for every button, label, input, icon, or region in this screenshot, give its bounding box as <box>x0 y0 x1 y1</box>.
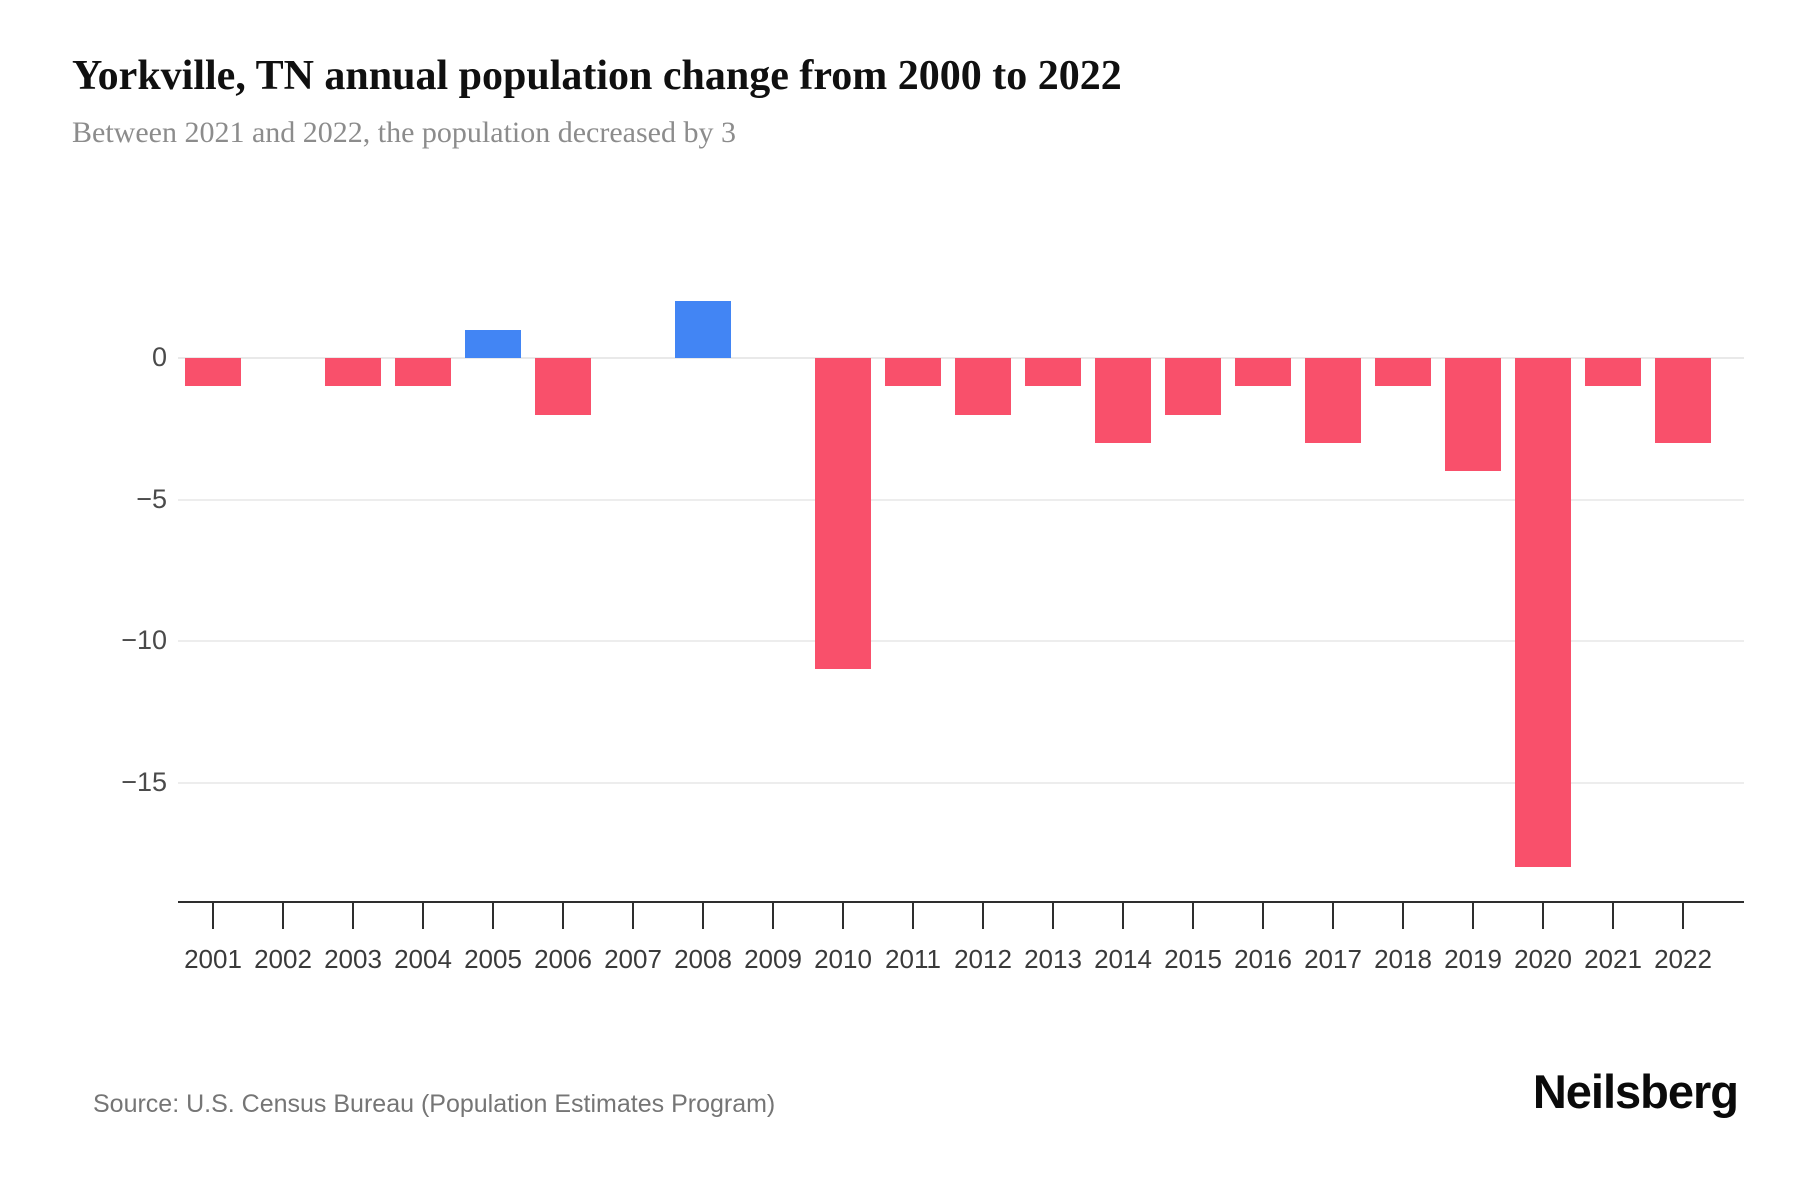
x-axis-label-2002: 2002 <box>254 944 312 974</box>
x-tick-2020 <box>1542 901 1544 929</box>
neilsberg-logo: Neilsberg <box>1532 1065 1739 1118</box>
x-axis-label-2021: 2021 <box>1584 944 1642 974</box>
x-axis-label-2001: 2001 <box>184 944 242 974</box>
y-axis-label-−15: −15 <box>121 766 167 797</box>
x-tick-2018 <box>1402 901 1404 929</box>
x-axis-label-2003: 2003 <box>324 944 382 974</box>
x-tick-2004 <box>422 901 424 929</box>
bar-2014[interactable] <box>1095 358 1151 443</box>
bar-2017[interactable] <box>1305 358 1361 443</box>
bar-2019[interactable] <box>1445 358 1501 472</box>
chart-title: Yorkville, TN annual population change f… <box>72 53 1122 99</box>
bar-2015[interactable] <box>1165 358 1221 415</box>
gridline-−10 <box>178 640 1744 642</box>
chart-subtitle: Between 2021 and 2022, the population de… <box>72 116 736 149</box>
y-axis-label-0: 0 <box>151 342 167 372</box>
x-axis-label-2019: 2019 <box>1444 944 1502 974</box>
x-tick-2011 <box>912 901 914 929</box>
bar-2008[interactable] <box>675 301 731 358</box>
x-axis-label-2016: 2016 <box>1234 944 1292 974</box>
x-axis-label-2012: 2012 <box>954 944 1012 974</box>
bar-2003[interactable] <box>325 358 381 387</box>
x-axis-label-2008: 2008 <box>674 944 732 974</box>
x-tick-2008 <box>702 901 704 929</box>
bar-2022[interactable] <box>1655 358 1711 443</box>
x-tick-2016 <box>1262 901 1264 929</box>
bar-2013[interactable] <box>1025 358 1081 387</box>
x-axis-label-2017: 2017 <box>1304 944 1362 974</box>
x-axis-label-2015: 2015 <box>1164 944 1222 974</box>
x-axis-label-2013: 2013 <box>1024 944 1082 974</box>
y-axis-label-−5: −5 <box>136 483 167 514</box>
bar-2021[interactable] <box>1585 358 1641 387</box>
bar-2012[interactable] <box>955 358 1011 415</box>
bar-2011[interactable] <box>885 358 941 387</box>
bar-2001[interactable] <box>185 358 241 387</box>
x-tick-2010 <box>842 901 844 929</box>
x-tick-2003 <box>352 901 354 929</box>
bar-2006[interactable] <box>535 358 591 415</box>
x-tick-2014 <box>1122 901 1124 929</box>
x-tick-2005 <box>492 901 494 929</box>
x-axis-label-2014: 2014 <box>1094 944 1152 974</box>
x-tick-2019 <box>1472 901 1474 929</box>
x-axis-label-2006: 2006 <box>534 944 592 974</box>
bar-2004[interactable] <box>395 358 451 387</box>
x-axis-label-2022: 2022 <box>1654 944 1712 974</box>
x-axis-label-2020: 2020 <box>1514 944 1572 974</box>
bar-2018[interactable] <box>1375 358 1431 387</box>
x-axis-label-2018: 2018 <box>1374 944 1432 974</box>
x-axis-label-2010: 2010 <box>814 944 872 974</box>
x-tick-2022 <box>1682 901 1684 929</box>
x-axis-line <box>178 901 1744 903</box>
x-tick-2002 <box>282 901 284 929</box>
x-axis-label-2007: 2007 <box>604 944 662 974</box>
x-axis-label-2009: 2009 <box>744 944 802 974</box>
x-tick-2009 <box>772 901 774 929</box>
x-tick-2015 <box>1192 901 1194 929</box>
bar-2020[interactable] <box>1515 358 1571 868</box>
x-tick-2017 <box>1332 901 1334 929</box>
x-tick-2007 <box>632 901 634 929</box>
source-note: Source: U.S. Census Bureau (Population E… <box>93 1090 776 1118</box>
x-tick-2021 <box>1612 901 1614 929</box>
bar-2010[interactable] <box>815 358 871 670</box>
y-axis-label-−10: −10 <box>121 625 167 655</box>
gridline-−5 <box>178 498 1744 501</box>
bar-2005[interactable] <box>465 329 521 358</box>
x-tick-2006 <box>562 901 564 929</box>
x-tick-2001 <box>212 901 214 929</box>
gridline-−15 <box>178 781 1744 784</box>
x-axis-label-2011: 2011 <box>885 944 941 974</box>
x-axis-label-2004: 2004 <box>394 944 452 974</box>
x-tick-2012 <box>982 901 984 929</box>
x-tick-2013 <box>1052 901 1054 929</box>
x-axis-label-2005: 2005 <box>464 944 522 974</box>
bar-2016[interactable] <box>1235 358 1291 387</box>
